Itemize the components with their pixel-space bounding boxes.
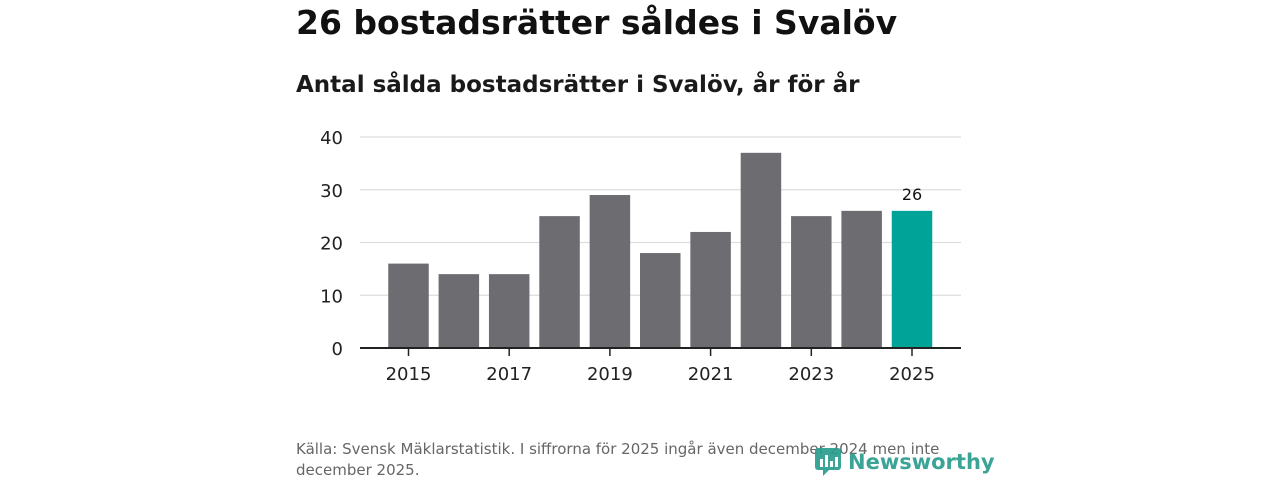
newsworthy-logo-text: Newsworthy — [848, 450, 995, 474]
x-tick-label-2017: 2017 — [486, 364, 532, 385]
bar-2023 — [791, 216, 832, 348]
bar-2017 — [488, 274, 530, 348]
x-axis-ticks: 2015 2017 2019 2021 2023 2025 — [386, 348, 935, 385]
y-tick-label-10: 10 — [320, 286, 343, 307]
x-tick-label-2023: 2023 — [788, 364, 834, 385]
chart-subtitle: Antal sålda bostadsrätter i Svalöv, år f… — [296, 72, 860, 98]
bars — [388, 152, 933, 348]
bar-2025 — [891, 210, 933, 348]
y-tick-label-0: 0 — [332, 339, 343, 360]
data-labels: 26 — [902, 185, 922, 204]
bar-2020 — [640, 253, 681, 348]
bar-2018 — [539, 216, 580, 348]
chart-title: 26 bostadsrätter såldes i Svalöv — [296, 3, 898, 42]
y-tick-label-30: 30 — [320, 181, 343, 202]
data-label-2025: 26 — [902, 185, 922, 204]
source-note: Källa: Svensk Mäklarstatistik. I siffror… — [296, 440, 940, 479]
bar-2016 — [438, 274, 480, 348]
bar-2015 — [388, 263, 429, 348]
x-tick-label-2015: 2015 — [386, 364, 432, 385]
bar-2021 — [690, 231, 731, 348]
x-tick-label-2019: 2019 — [587, 364, 633, 385]
bar-2022 — [740, 152, 782, 348]
x-tick-label-2021: 2021 — [688, 364, 734, 385]
bar-2024 — [841, 210, 882, 348]
bar-2019 — [589, 195, 631, 348]
x-tick-label-2025: 2025 — [889, 364, 935, 385]
newsworthy-logo: Newsworthy — [814, 446, 995, 478]
newsworthy-logo-icon — [815, 448, 841, 476]
y-axis-tick-labels: 0 10 20 30 40 — [320, 128, 343, 360]
y-tick-label-20: 20 — [320, 234, 343, 255]
y-tick-label-40: 40 — [320, 128, 343, 149]
